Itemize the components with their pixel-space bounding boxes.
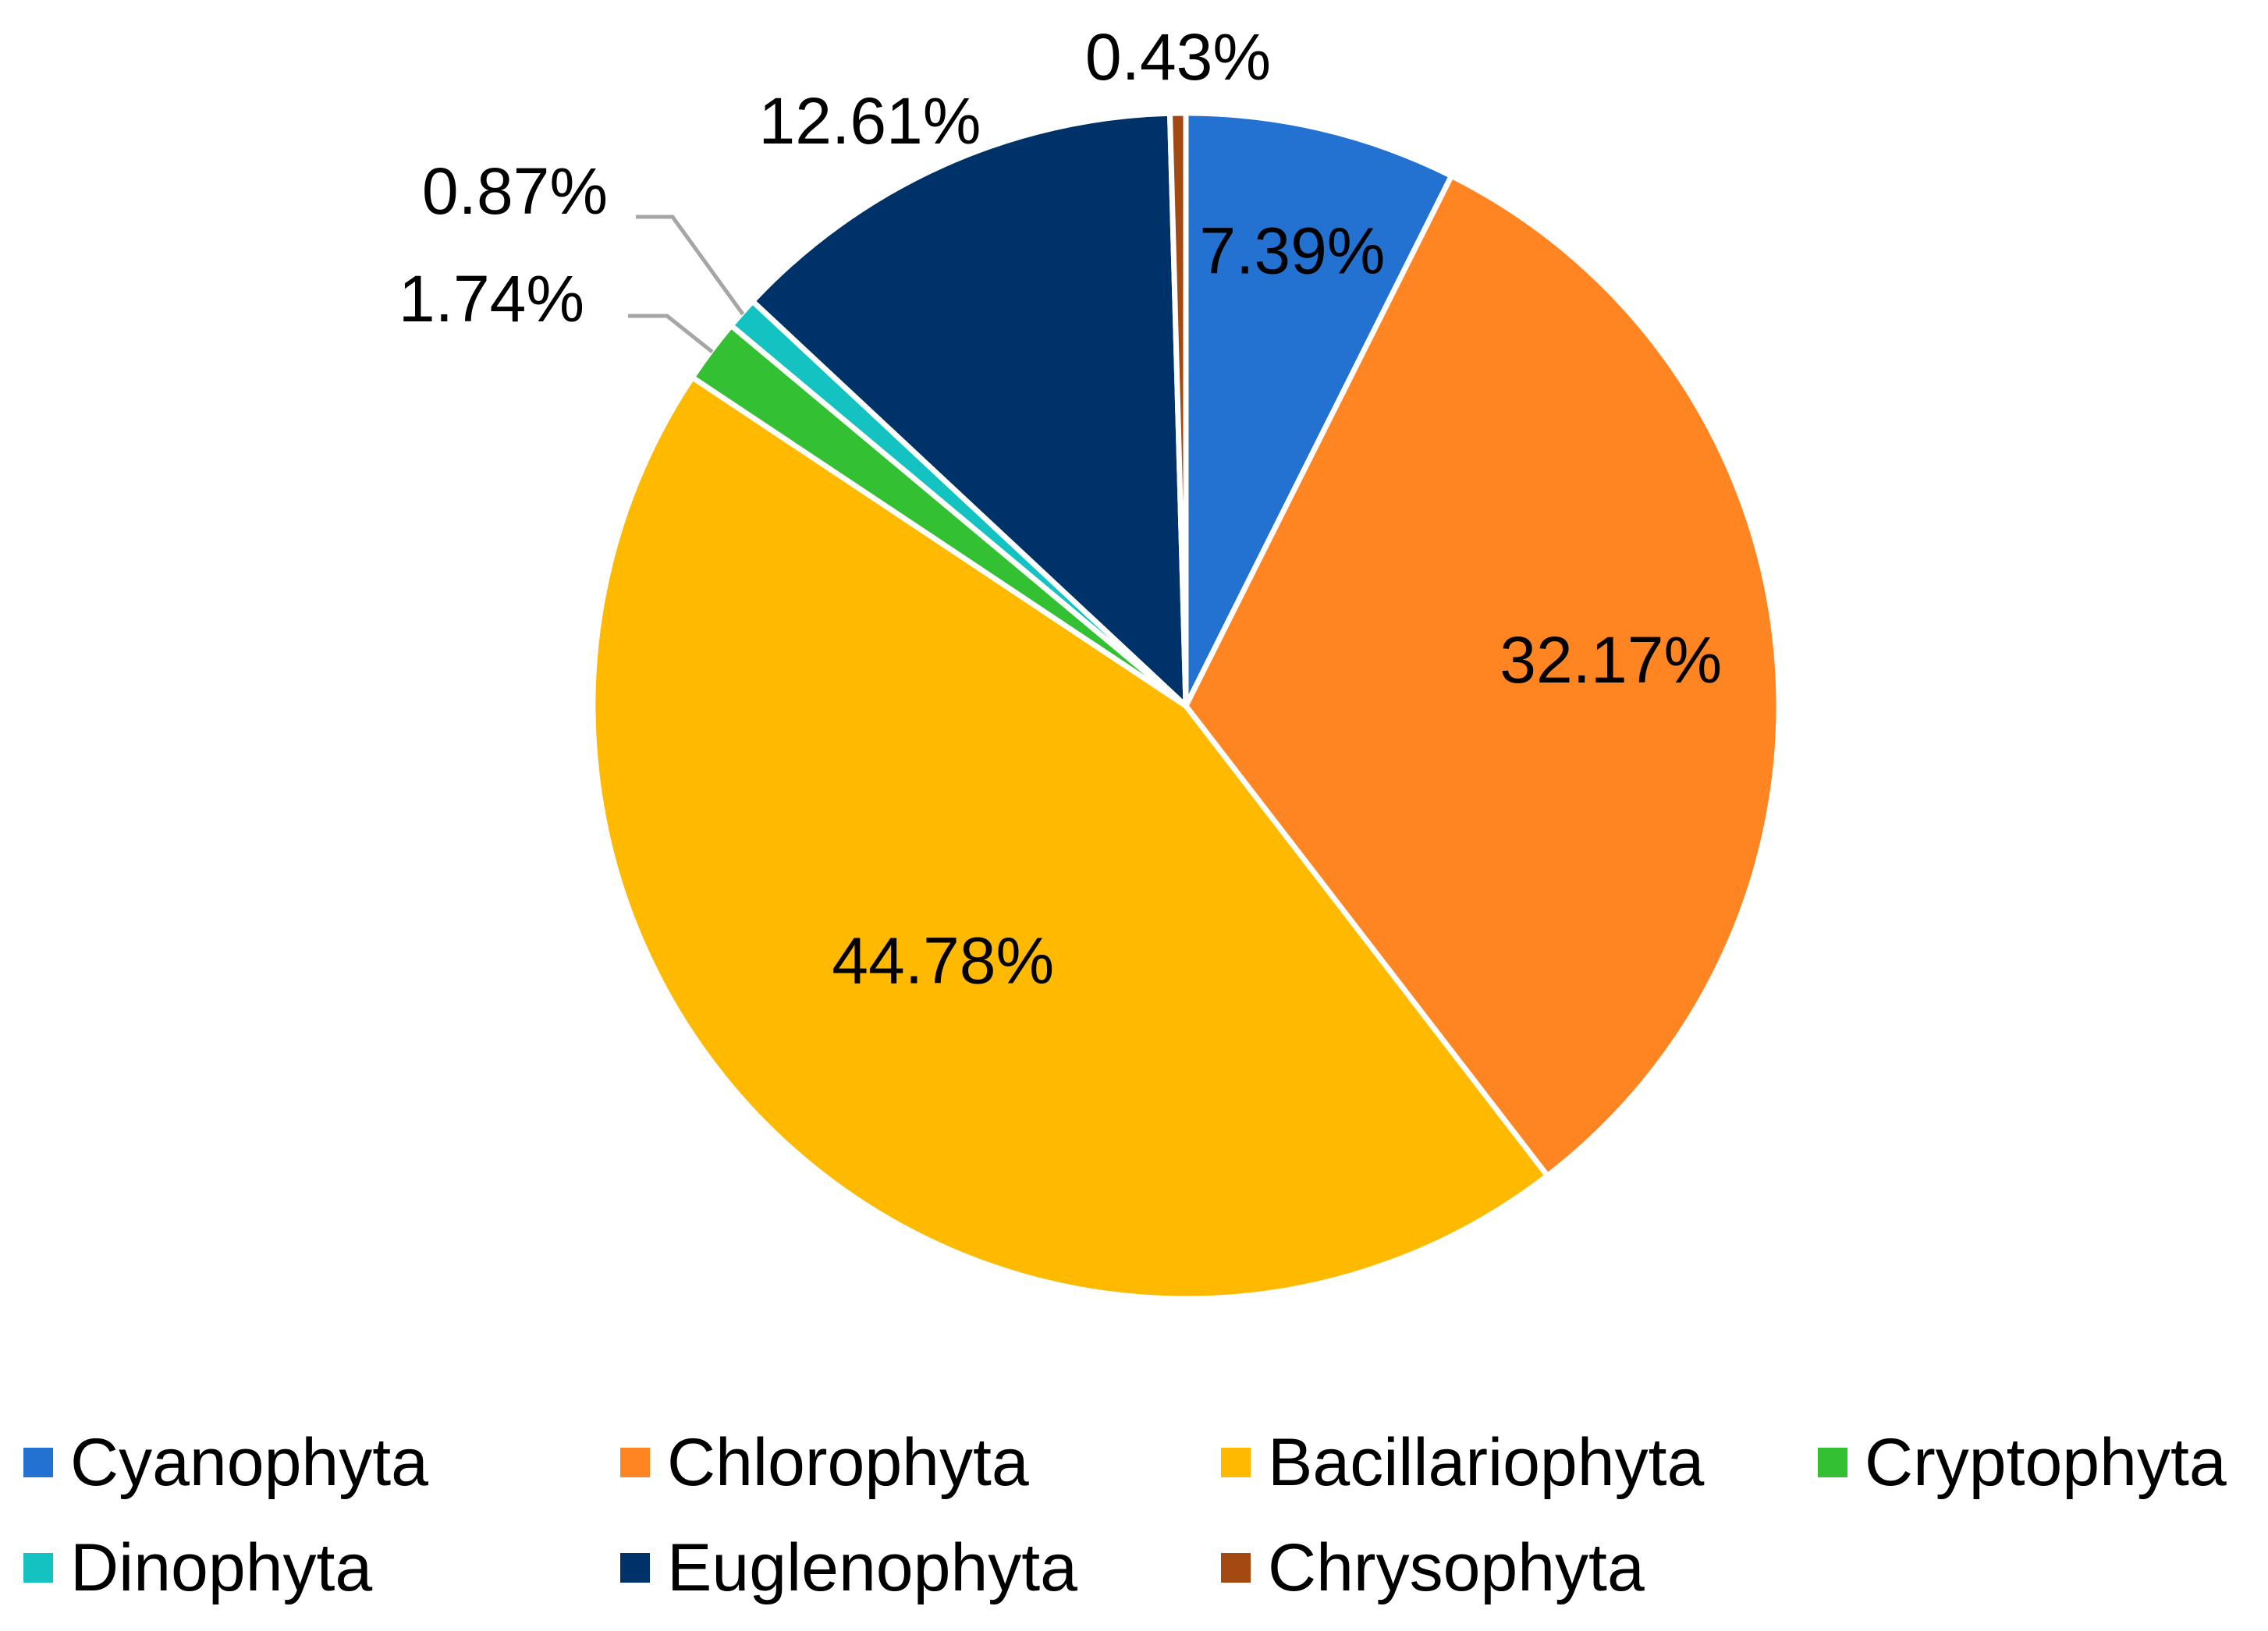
data-label-cyanophyta: 7.39% — [1199, 214, 1385, 287]
data-label-cryptophyta: 1.74% — [399, 262, 584, 335]
leader-line-cryptophyta — [628, 314, 714, 354]
legend-swatch-cryptophyta — [1818, 1448, 1847, 1477]
data-label-dinophyta: 0.87% — [422, 154, 608, 228]
leader-line-dinophyta — [636, 215, 745, 316]
data-label-chlorophyta: 32.17% — [1500, 623, 1722, 697]
pie-slices — [590, 110, 1782, 1302]
legend-label-euglenophyta: Euglenophyta — [667, 1530, 1077, 1605]
legend-label-bacillariophyta: Bacillariophyta — [1268, 1425, 1705, 1500]
pie-slice-chrysophyta — [1166, 110, 1189, 709]
legend-item-dinophyta: Dinophyta — [23, 1521, 372, 1615]
data-label-bacillariophyta: 44.78% — [832, 924, 1054, 997]
legend-label-chlorophyta: Chlorophyta — [667, 1425, 1029, 1500]
legend-label-dinophyta: Dinophyta — [70, 1530, 373, 1605]
pie-slice-euglenophyta — [750, 110, 1189, 709]
legend-swatch-chlorophyta — [620, 1448, 650, 1477]
data-label-chrysophyta: 0.43% — [1085, 20, 1271, 94]
legend-item-cyanophyta: Cyanophyta — [23, 1416, 428, 1509]
legend-label-cryptophyta: Cryptophyta — [1865, 1425, 2227, 1500]
data-label-euglenophyta: 12.61% — [759, 84, 981, 158]
legend-swatch-chrysophyta — [1221, 1553, 1251, 1583]
pie-slice-bacillariophyta — [590, 374, 1550, 1302]
legend-swatch-cyanophyta — [23, 1448, 53, 1477]
legend-label-chrysophyta: Chrysophyta — [1268, 1530, 1645, 1605]
legend-swatch-dinophyta — [23, 1553, 53, 1583]
legend-item-cryptophyta: Cryptophyta — [1818, 1416, 2227, 1509]
leader-lines — [628, 215, 745, 354]
pie-slice-chlorophyta — [1183, 172, 1782, 1179]
pie-slice-cyanophyta — [1183, 110, 1454, 709]
legend-item-chlorophyta: Chlorophyta — [620, 1416, 1029, 1509]
legend-item-bacillariophyta: Bacillariophyta — [1221, 1416, 1704, 1509]
legend-swatch-euglenophyta — [620, 1553, 650, 1583]
legend-item-euglenophyta: Euglenophyta — [620, 1521, 1077, 1615]
legend-swatch-bacillariophyta — [1221, 1448, 1251, 1477]
legend-label-cyanophyta: Cyanophyta — [70, 1425, 428, 1500]
legend: Cyanophyta Chlorophyta Bacillariophyta C… — [0, 1416, 2268, 1626]
legend-item-chrysophyta: Chrysophyta — [1221, 1521, 1645, 1615]
slice-labels: 7.39% 32.17% 44.78% 1.74% 0.87% 12.61% 0.43% — [399, 20, 1722, 997]
